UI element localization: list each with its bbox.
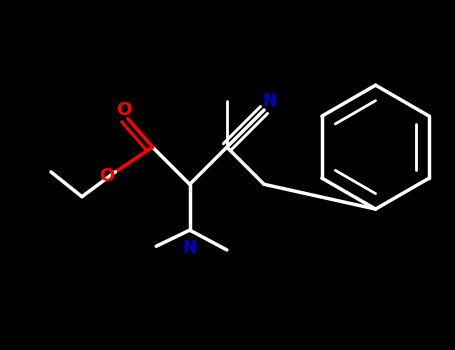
Text: O: O	[116, 101, 131, 119]
Text: N: N	[262, 92, 276, 110]
Text: N: N	[183, 239, 197, 257]
Text: O: O	[99, 167, 114, 184]
